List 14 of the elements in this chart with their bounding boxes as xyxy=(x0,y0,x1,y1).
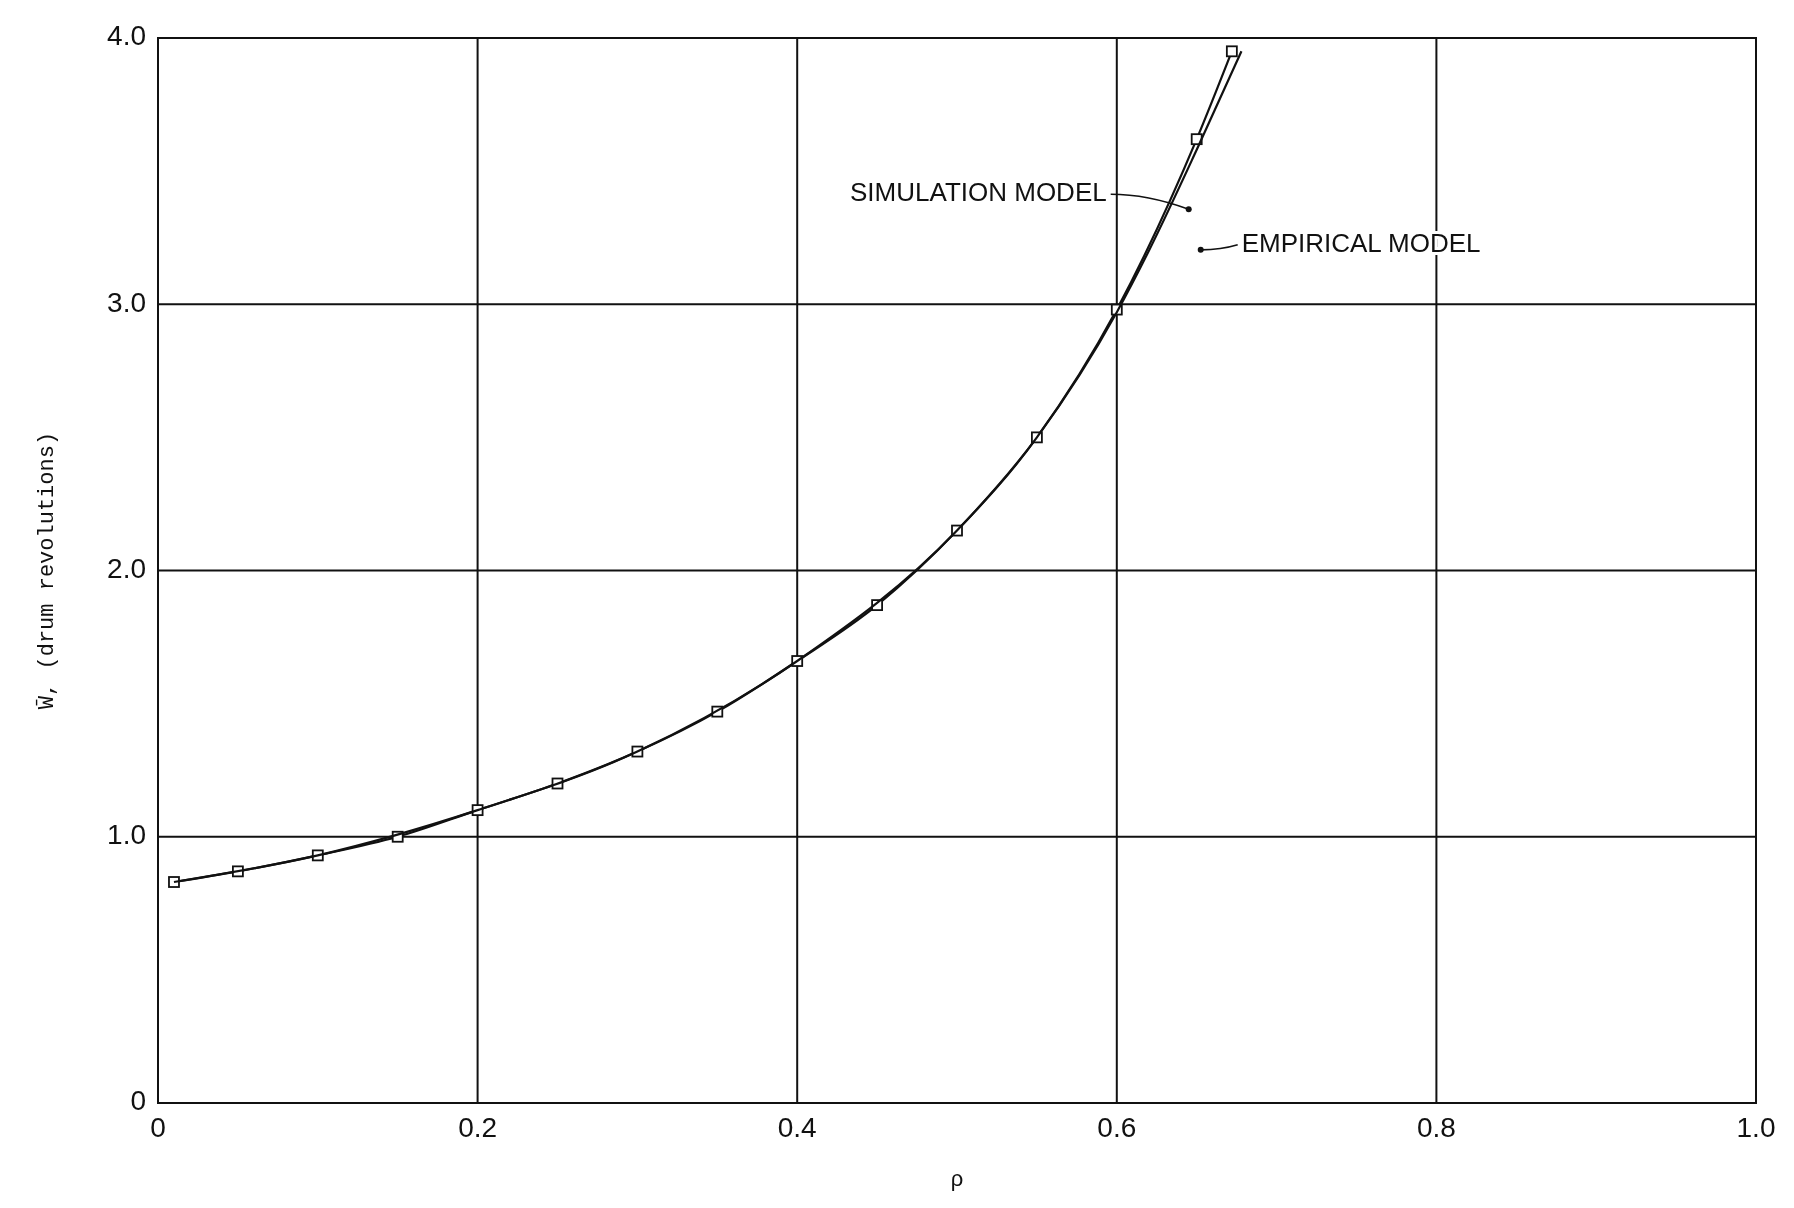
y-tick-label: 1.0 xyxy=(107,819,146,851)
y-tick-label: 2.0 xyxy=(107,552,146,584)
text: SIMULATION MODEL xyxy=(850,177,1107,208)
x-tick-label: 0.4 xyxy=(777,1112,817,1143)
y-tick-label: 4.0 xyxy=(107,20,146,52)
x-tick-label: 0.8 xyxy=(1416,1112,1456,1143)
x-tick-label: 1.0 xyxy=(1736,1112,1776,1143)
x-axis-title: ρ xyxy=(950,1166,964,1191)
y-tick-label: 3.0 xyxy=(107,286,146,318)
x-tick-label: 0 xyxy=(150,1112,166,1143)
y-axis-title: W̄, (drum revolutions) xyxy=(34,431,60,710)
x-tick-label: 0.2 xyxy=(458,1112,498,1143)
x-tick-label: 0.6 xyxy=(1097,1112,1137,1143)
y-tick-label: 0 xyxy=(130,1085,146,1117)
